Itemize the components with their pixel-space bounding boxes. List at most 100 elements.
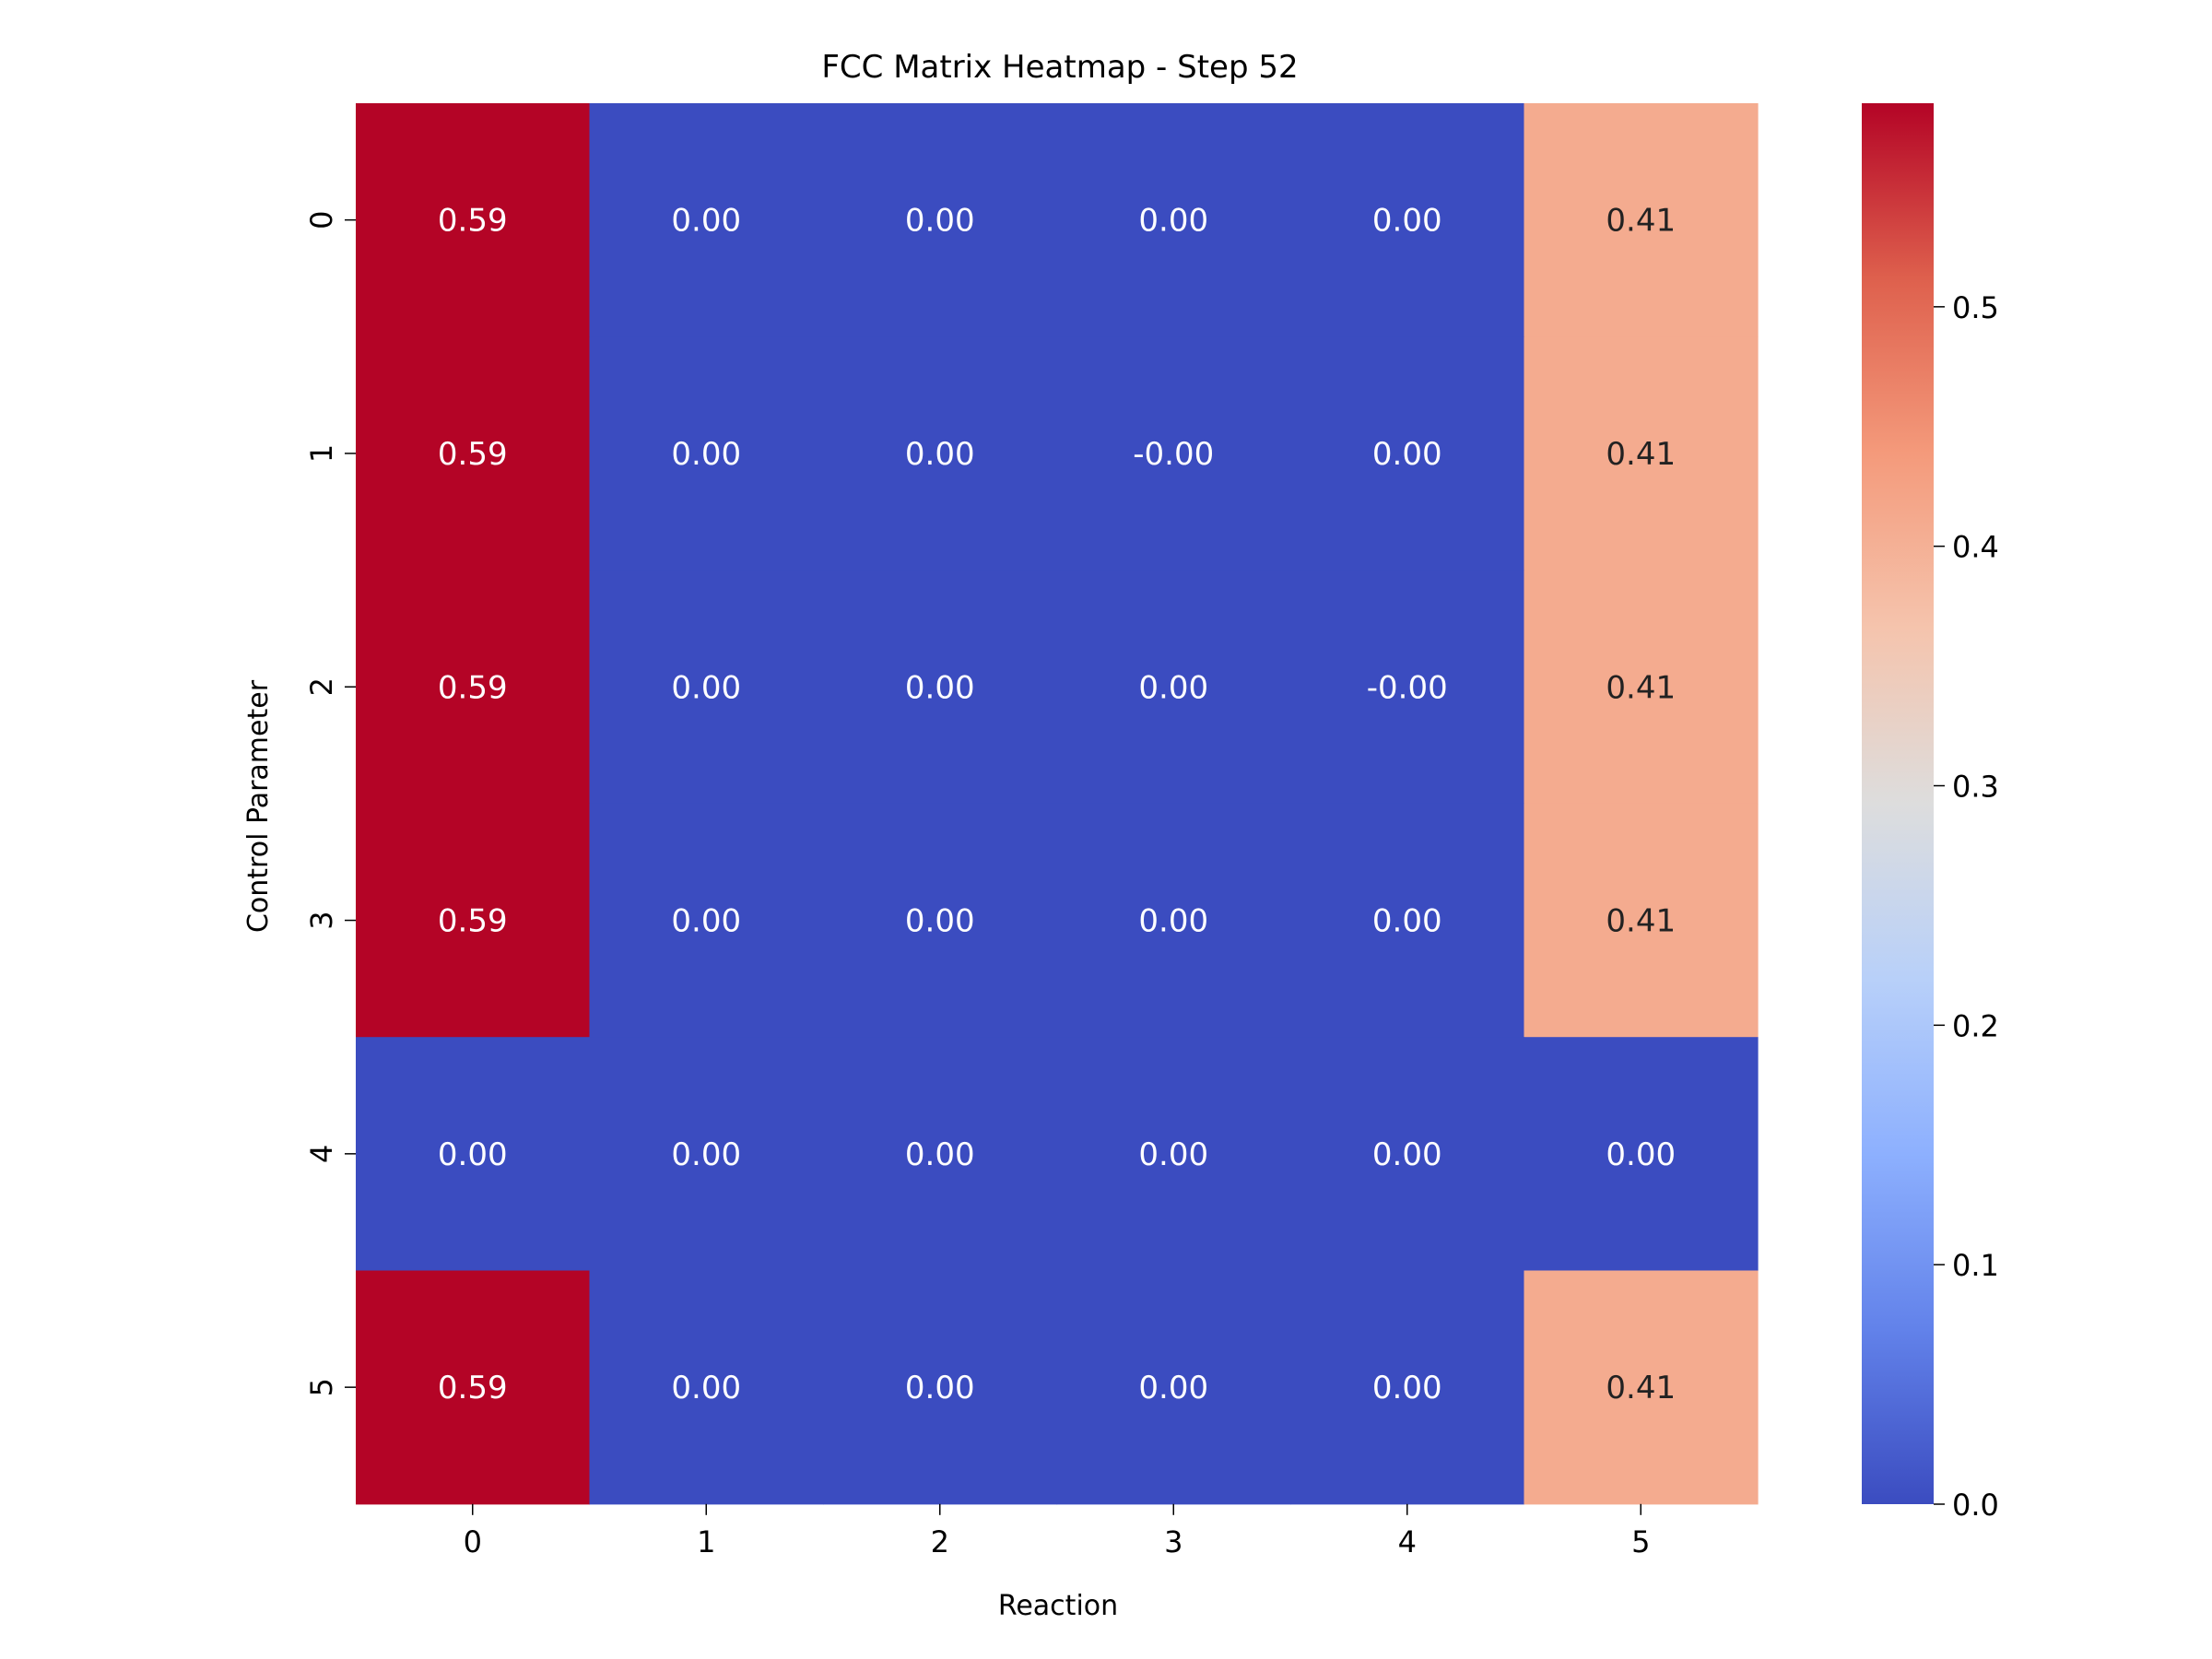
y-axis: 0 1 2 3 4 5 (304, 210, 356, 1396)
cell-label-r0-c2: 0.00 (905, 203, 975, 240)
heatmap-cell-r1-c5 (1524, 336, 1759, 571)
heatmap-cell-r2-c0 (356, 570, 591, 805)
heatmap-cell-r2-c4 (1290, 570, 1525, 805)
cell-label-r0-c1: 0.00 (671, 203, 741, 240)
heatmap-cell-r1-c0 (356, 336, 591, 571)
heatmap-cell-r0-c0 (356, 103, 591, 337)
cell-label-r1-c3: -0.00 (1133, 436, 1214, 473)
heatmap-cell-r5-c3 (1056, 1270, 1291, 1505)
y-tick-label-0: 0 (304, 210, 339, 229)
heatmap-cell-r4-c0 (356, 1037, 591, 1272)
cell-label-r5-c0: 0.59 (438, 1370, 508, 1406)
heatmap-cell-r3-c0 (356, 803, 591, 1038)
x-tick-label-1: 1 (697, 1524, 715, 1559)
cell-label-r3-c4: 0.00 (1372, 903, 1442, 940)
y-tick-label-2: 2 (304, 677, 339, 696)
x-tick-label-2: 2 (931, 1524, 949, 1559)
cell-label-r4-c3: 0.00 (1138, 1136, 1208, 1173)
cell-label-r0-c5: 0.41 (1606, 203, 1676, 240)
heatmap-cell-r1-c1 (589, 336, 824, 571)
cell-label-r2-c5: 0.41 (1606, 669, 1676, 706)
colorbar (1862, 103, 1934, 1504)
heatmap-cell-r3-c3 (1056, 803, 1291, 1038)
cell-label-r3-c1: 0.00 (671, 903, 741, 940)
chart-title: FCC Matrix Heatmap - Step 52 (821, 49, 1298, 86)
heatmap-cell-r1-c4 (1290, 336, 1525, 571)
heatmap-cell-r1-c2 (823, 336, 1058, 571)
x-tick-label-5: 5 (1631, 1524, 1650, 1559)
heatmap-cell-r0-c3 (1056, 103, 1291, 337)
cell-label-r4-c0: 0.00 (438, 1136, 508, 1173)
cell-label-r4-c1: 0.00 (671, 1136, 741, 1173)
heatmap-cell-labels: 0.59 0.00 0.00 0.00 0.00 0.41 0.59 0.00 0.00 -0.0… (438, 203, 1676, 1407)
cell-label-r1-c1: 0.00 (671, 436, 741, 473)
cell-label-r5-c3: 0.00 (1138, 1370, 1208, 1406)
heatmap-cell-r2-c3 (1056, 570, 1291, 805)
heatmap-cell-r3-c2 (823, 803, 1058, 1038)
heatmap-cell-r3-c4 (1290, 803, 1525, 1038)
heatmap-cell-r3-c1 (589, 803, 824, 1038)
heatmap-cell-r1-c3 (1056, 336, 1291, 571)
heatmap-cell-r5-c1 (589, 1270, 824, 1505)
cell-label-r3-c3: 0.00 (1138, 903, 1208, 940)
cell-label-r5-c4: 0.00 (1372, 1370, 1442, 1406)
heatmap-cell-r4-c2 (823, 1037, 1058, 1272)
heatmap-cell-r0-c2 (823, 103, 1058, 337)
cell-label-r5-c5: 0.41 (1606, 1370, 1676, 1406)
colorbar-tick-label-5: 0.5 (1952, 290, 1999, 325)
heatmap-cell-r2-c5 (1524, 570, 1759, 805)
heatmap-cell-r4-c4 (1290, 1037, 1525, 1272)
heatmap-cell-r0-c5 (1524, 103, 1759, 337)
heatmap-cell-r5-c4 (1290, 1270, 1525, 1505)
colorbar-tick-label-3: 0.3 (1952, 770, 1999, 805)
heatmap-cell-r4-c1 (589, 1037, 824, 1272)
x-tick-label-4: 4 (1398, 1524, 1417, 1559)
cell-label-r1-c5: 0.41 (1606, 436, 1676, 473)
cell-label-r1-c2: 0.00 (905, 436, 975, 473)
cell-label-r4-c5: 0.00 (1606, 1136, 1676, 1173)
heatmap-cell-r3-c5 (1524, 803, 1759, 1038)
cell-label-r5-c2: 0.00 (905, 1370, 975, 1406)
cell-label-r1-c4: 0.00 (1372, 436, 1442, 473)
x-axis-label: Reaction (998, 1590, 1118, 1622)
cell-label-r2-c1: 0.00 (671, 669, 741, 706)
heatmap-cell-r5-c2 (823, 1270, 1058, 1505)
colorbar-gradient (1862, 103, 1934, 1504)
cell-label-r0-c4: 0.00 (1372, 203, 1442, 240)
cell-label-r4-c4: 0.00 (1372, 1136, 1442, 1173)
heatmap-cells (356, 103, 1759, 1505)
heatmap-cell-r5-c5 (1524, 1270, 1759, 1505)
heatmap-cell-r5-c0 (356, 1270, 591, 1505)
y-axis-label: Control Parameter (242, 679, 275, 933)
cell-label-r5-c1: 0.00 (671, 1370, 741, 1406)
heatmap-cell-r2-c1 (589, 570, 824, 805)
colorbar-tick-label-1: 0.1 (1952, 1248, 1999, 1283)
cell-label-r0-c3: 0.00 (1138, 203, 1208, 240)
heatmap-cell-r0-c4 (1290, 103, 1525, 337)
x-axis: 0 1 2 3 4 5 (464, 1503, 1650, 1559)
cell-label-r2-c0: 0.59 (438, 669, 508, 706)
colorbar-tick-label-0: 0.0 (1952, 1488, 1999, 1523)
heatmap-cell-r0-c1 (589, 103, 824, 337)
heatmap-cell-r2-c2 (823, 570, 1058, 805)
cell-label-r2-c4: -0.00 (1367, 669, 1448, 706)
y-tick-label-3: 3 (304, 911, 339, 929)
cell-label-r3-c5: 0.41 (1606, 903, 1676, 940)
heatmap-cell-r4-c5 (1524, 1037, 1759, 1272)
cell-label-r3-c2: 0.00 (905, 903, 975, 940)
y-tick-label-4: 4 (304, 1145, 339, 1163)
cell-label-r4-c2: 0.00 (905, 1136, 975, 1173)
heatmap-cell-r4-c3 (1056, 1037, 1291, 1272)
cell-label-r2-c2: 0.00 (905, 669, 975, 706)
y-tick-label-5: 5 (304, 1378, 339, 1396)
colorbar-ticks: 0.0 0.1 0.2 0.3 0.4 0.5 (1934, 290, 1999, 1523)
cell-label-r2-c3: 0.00 (1138, 669, 1208, 706)
y-tick-label-1: 1 (304, 444, 339, 463)
cell-label-r1-c0: 0.59 (438, 436, 508, 473)
colorbar-tick-label-2: 0.2 (1952, 1008, 1999, 1043)
colorbar-tick-label-4: 0.4 (1952, 530, 1999, 565)
cell-label-r3-c0: 0.59 (438, 903, 508, 940)
x-tick-label-0: 0 (464, 1524, 482, 1559)
x-tick-label-3: 3 (1164, 1524, 1182, 1559)
